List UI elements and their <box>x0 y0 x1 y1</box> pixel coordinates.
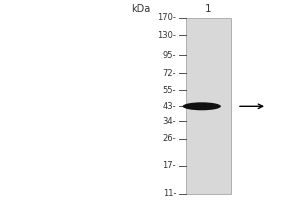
Text: 55-: 55- <box>163 86 176 95</box>
Text: 17-: 17- <box>163 161 176 170</box>
Text: kDa: kDa <box>131 4 150 14</box>
Text: 95-: 95- <box>163 51 176 60</box>
Text: 72-: 72- <box>163 69 176 78</box>
Text: 26-: 26- <box>163 134 176 143</box>
Text: 11-: 11- <box>163 189 176 198</box>
Text: 170-: 170- <box>157 13 176 22</box>
Ellipse shape <box>183 102 221 110</box>
Bar <box>186 18 231 194</box>
Text: 1: 1 <box>205 4 212 14</box>
Text: 34-: 34- <box>163 117 176 126</box>
Text: 43-: 43- <box>163 102 176 111</box>
Text: 130-: 130- <box>157 31 176 40</box>
